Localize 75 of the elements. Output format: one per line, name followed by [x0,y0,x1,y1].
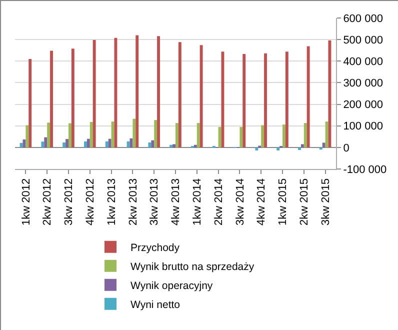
legend-label: Wynik brutto na sprzedaży [130,261,255,274]
bar [157,36,160,148]
x-tick-label: 3kw 2012 [63,178,76,226]
bar [285,52,288,148]
bar [255,147,258,150]
bar [319,147,322,150]
bar [108,138,112,148]
bar [196,123,200,148]
x-tick-label: 3kw 2015 [320,178,332,226]
bar [136,35,139,148]
y-tick-label: 300 000 [343,78,383,90]
x-tick-label: 2kw 2013 [127,178,140,226]
bar [306,46,310,148]
y-tick-label: 600 000 [343,12,383,25]
bar [170,144,173,148]
bar [221,52,224,148]
bar [84,141,87,148]
bar [282,124,286,148]
x-tick-label: 2kw 2012 [42,178,54,226]
bar [322,142,326,148]
bar [194,144,197,148]
x-tick-label: 4kw 2013 [170,178,182,226]
bar [28,58,32,148]
x-tick-label: 2kw 2014 [212,178,225,226]
bar [154,120,158,148]
legend-label: Wynik operacyjny [130,280,214,292]
x-tick-label: 4kw 2014 [256,178,268,226]
bar [298,147,301,150]
y-tick-label: 100 000 [343,120,383,133]
bar [50,50,53,148]
bar [114,38,118,148]
bar [68,123,72,148]
bar [300,144,304,148]
x-tick-label: 1kw 2013 [106,178,118,226]
bar [151,140,154,148]
x-tick-label: 3kw 2014 [234,178,246,226]
bar [178,42,182,148]
bar [62,142,66,148]
bar [44,137,48,148]
bar [132,118,136,148]
bar [304,123,307,148]
x-tick-label: 3kw 2013 [148,178,161,226]
bar [148,142,152,148]
x-tick-label: 1kw 2015 [277,178,290,226]
y-tick-label: 200 000 [343,99,383,112]
x-tick-label: 4kw 2012 [84,178,96,226]
bar [242,54,246,148]
bar [90,122,93,148]
y-tick-label: 400 000 [343,56,383,68]
bar [66,139,68,148]
bar [41,142,44,148]
y-tick-label: 500 000 [343,34,383,46]
legend-label: Przychody [130,242,180,254]
legend-label: Wyni netto [130,299,180,312]
bar [176,123,178,148]
bar [71,48,74,148]
bar [200,45,203,148]
bar [172,144,176,148]
y-tick-label: -100 000 [343,164,387,176]
bar [264,53,267,148]
bar [276,147,280,150]
bar [126,141,130,148]
bar [92,40,96,148]
bar [240,126,243,148]
x-tick-label: 1kw 2014 [191,178,204,226]
x-tick-label: 2kw 2015 [298,178,310,226]
bar [328,40,332,148]
bar [47,122,50,148]
bar [261,125,264,148]
bar [26,125,29,148]
bar [105,141,108,148]
x-tick-label: 1kw 2012 [20,178,32,226]
bar [86,138,90,148]
bar [20,142,23,148]
y-tick-label: 0 [343,142,350,154]
